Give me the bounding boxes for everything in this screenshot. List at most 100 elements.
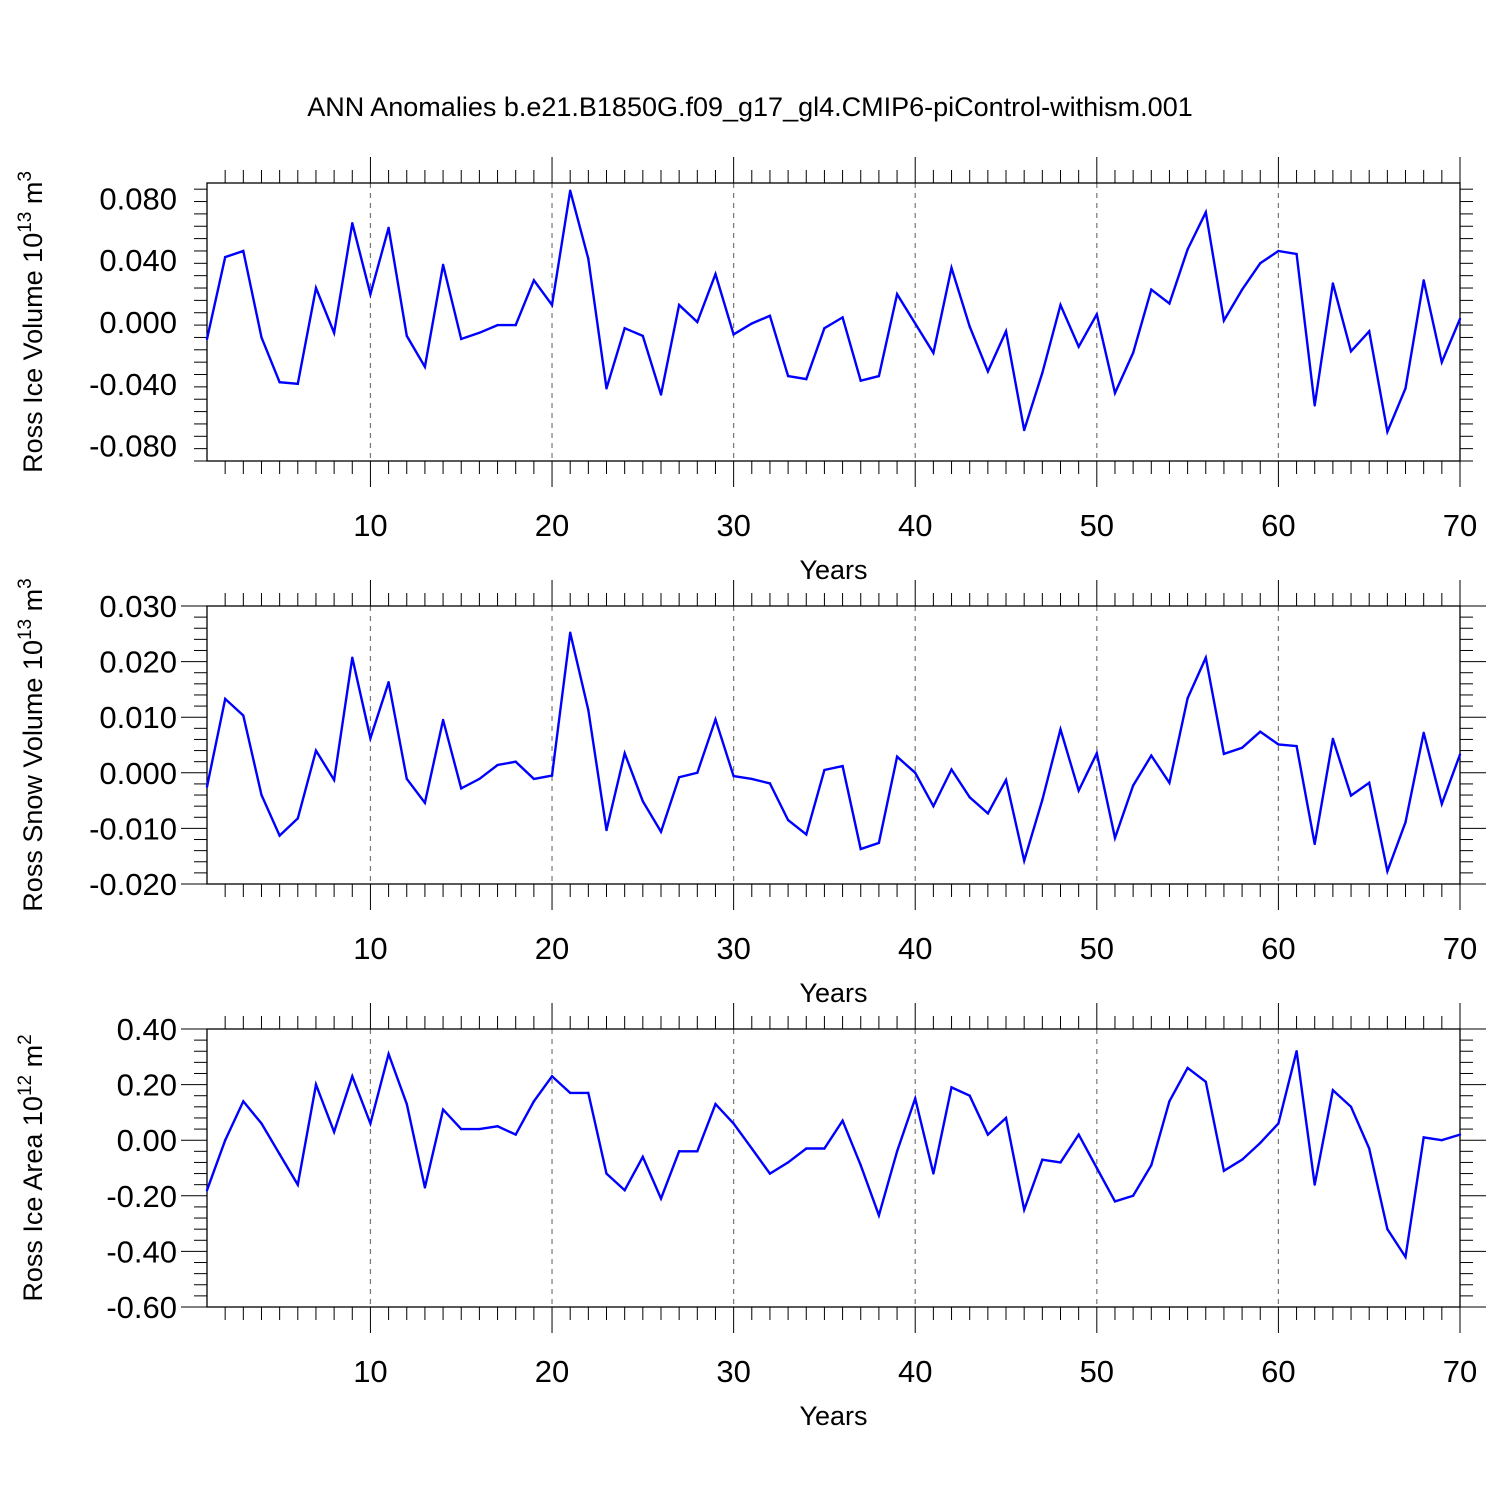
data-point: [1077, 345, 1080, 348]
data-point: [805, 1147, 808, 1150]
data-point: [460, 787, 463, 790]
data-point: [623, 1189, 626, 1192]
data-point: [514, 1133, 517, 1136]
data-point: [478, 777, 481, 781]
data-point: [568, 189, 572, 192]
x-tick-label: 10: [353, 931, 387, 966]
data-point: [1113, 391, 1117, 395]
data-point: [1368, 330, 1371, 333]
x-axis-label: Years: [799, 555, 867, 585]
x-tick-label: 20: [535, 508, 569, 543]
data-point: [532, 279, 536, 282]
data-point: [314, 286, 318, 290]
data-point: [1041, 371, 1044, 375]
y-tick-label: 0.010: [99, 700, 177, 735]
x-tick-label: 50: [1080, 1354, 1114, 1389]
data-point: [205, 1189, 209, 1192]
data-point: [514, 760, 517, 763]
data-point: [587, 1091, 590, 1095]
data-point: [895, 1150, 899, 1153]
panel-1: -0.080 -0.040 0.000 0.040 0.080 10 20 30 40 50 60 7…: [15, 157, 1477, 585]
data-point: [641, 334, 645, 338]
data-point: [405, 1102, 408, 1106]
data-point: [550, 303, 554, 307]
data-point: [568, 631, 572, 634]
data-point: [823, 1147, 826, 1150]
data-point: [1131, 1194, 1135, 1198]
data-point: [1022, 428, 1026, 432]
x-tick-label: 50: [1080, 931, 1114, 966]
data-point: [223, 1139, 227, 1142]
data-point: [786, 1161, 790, 1164]
x-tick-label: 60: [1261, 508, 1295, 543]
data-point: [1131, 784, 1135, 787]
panel-2: -0.020 -0.010 0.000 0.010 0.020 0.030 10 20 30 40…: [15, 578, 1486, 1008]
data-point: [1458, 753, 1462, 756]
data-point: [387, 680, 390, 684]
data-point: [732, 333, 735, 336]
data-point: [587, 708, 590, 712]
data-point: [514, 323, 517, 327]
data-point: [296, 1183, 299, 1186]
data-point: [986, 812, 990, 815]
data-point: [841, 316, 844, 319]
data-point: [387, 1052, 390, 1056]
data-point: [1186, 697, 1189, 700]
data-point: [750, 322, 753, 325]
data-point: [1095, 313, 1099, 316]
data-point: [423, 1186, 427, 1189]
data-point: [1295, 744, 1298, 748]
x-tick-label: 30: [716, 931, 750, 966]
data-point: [841, 1119, 844, 1122]
chart-title: ANN Anomalies b.e21.B1850G.f09_g17_gl4.C…: [307, 92, 1193, 122]
x-tick-label: 20: [535, 931, 569, 966]
data-point: [1240, 1158, 1244, 1161]
data-point: [968, 796, 971, 799]
data-point: [532, 777, 536, 781]
data-point: [260, 336, 263, 339]
x-tick-label: 70: [1443, 508, 1477, 543]
data-point: [641, 799, 645, 803]
data-point: [823, 326, 826, 330]
data-point: [1059, 1161, 1062, 1164]
data-point: [659, 1197, 663, 1200]
data-point: [1204, 1080, 1207, 1084]
y-tick-label: 0.030: [99, 589, 177, 624]
data-point: [1131, 351, 1135, 355]
data-point: [623, 326, 626, 330]
data-point: [1259, 1141, 1262, 1145]
data-point: [1458, 317, 1462, 321]
y-tick-label: -0.040: [89, 367, 177, 402]
data-point: [877, 1214, 881, 1217]
data-point: [478, 1127, 481, 1131]
data-point: [1422, 731, 1425, 734]
data-point: [714, 1102, 717, 1106]
data-point: [914, 322, 917, 325]
y-tick-label: -0.020: [89, 867, 177, 902]
data-point: [1150, 288, 1153, 291]
data-point: [950, 266, 953, 270]
data-point: [441, 1108, 445, 1111]
y-tick-label: 0.000: [99, 305, 177, 340]
data-point: [1113, 836, 1117, 840]
plot-frame: [206, 605, 1461, 885]
data-point: [1095, 752, 1099, 755]
data-point: [1440, 802, 1444, 806]
data-point: [914, 1097, 917, 1100]
data-point: [1349, 1105, 1353, 1109]
data-point: [1440, 1139, 1444, 1142]
y-tick-label: -0.40: [106, 1234, 177, 1269]
x-tick-label: 70: [1443, 1354, 1477, 1389]
series-line: [205, 632, 1462, 876]
x-tick-label: 40: [898, 931, 932, 966]
data-point: [932, 1172, 935, 1175]
data-point: [278, 381, 281, 384]
data-point: [387, 226, 390, 229]
data-point: [1313, 842, 1316, 846]
y-tick-label: 0.020: [99, 645, 177, 680]
data-point: [1295, 252, 1298, 256]
data-point: [641, 1155, 645, 1159]
plot-frame: [206, 1028, 1461, 1308]
data-point: [1059, 303, 1062, 307]
y-axis-label: Ross Ice Volume 1013 m3: [15, 171, 48, 473]
